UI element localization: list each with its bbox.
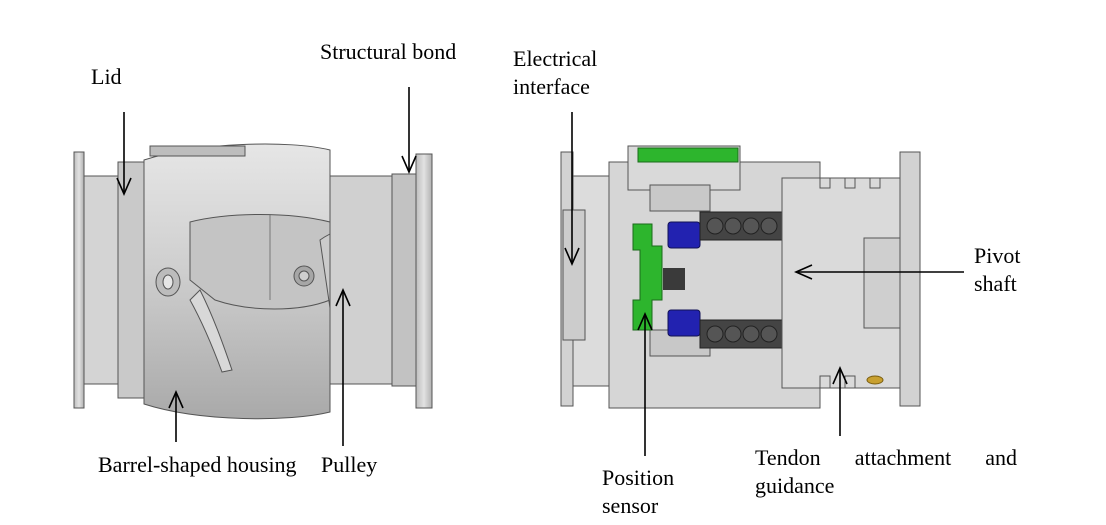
sensor-chip [663,268,685,290]
exterior-view [73,87,433,446]
bolt-hole-inner [298,270,310,282]
bearing-ball [760,217,778,235]
label-pivot-shaft: Pivot shaft [974,243,1021,296]
tendon-screw [866,375,884,385]
bearing-ball [724,325,742,343]
tendon-groove-upper [819,177,881,189]
magnet-lower [667,309,701,337]
bearing-ball [724,217,742,235]
arrow-pivot-shaft [794,264,964,280]
structural-bond-ring [391,173,417,387]
housing-arm [189,214,346,310]
right-housing-ring [329,175,393,385]
tendon-groove-lower [819,375,856,389]
eyelet-hole [162,274,174,290]
section-right-ring [863,237,901,329]
section-view [560,112,964,456]
arrow-barrel-housing [168,390,184,442]
lid-flange-outer [73,151,85,409]
arrow-position-sensor [637,312,653,456]
label-pulley: Pulley [321,452,378,477]
housing-arm-lower [189,289,233,373]
lid [117,161,145,399]
thread-upper [649,184,711,212]
section-lid [562,209,586,341]
arrow-pulley [335,288,351,446]
lid-flange-ring [83,175,119,385]
electrical-pcb [637,147,739,163]
bearing-ball [742,325,760,343]
bearing-ball [706,217,724,235]
housing-top-detail [149,145,246,157]
bearing-ball [742,217,760,235]
section-right-flange [899,151,921,407]
arrow-electrical-interface [564,112,580,266]
arrow-lid [116,112,132,196]
arrow-structural-bond [401,87,417,174]
bearing-ball [760,325,778,343]
magnet-upper [667,221,701,249]
structural-bond-flange [415,153,433,409]
label-tendon-attachment: Tendon attachment and guidance [755,445,1017,498]
label-electrical-interface: Electrical interface [513,46,598,99]
bearing-ball [706,325,724,343]
label-barrel-housing: Barrel-shaped housing [98,452,297,477]
label-position-sensor: Position sensor [602,465,675,518]
label-structural-bond: Structural bond [320,39,457,64]
arrow-tendon-attachment [832,366,848,436]
label-lid: Lid [91,64,122,89]
